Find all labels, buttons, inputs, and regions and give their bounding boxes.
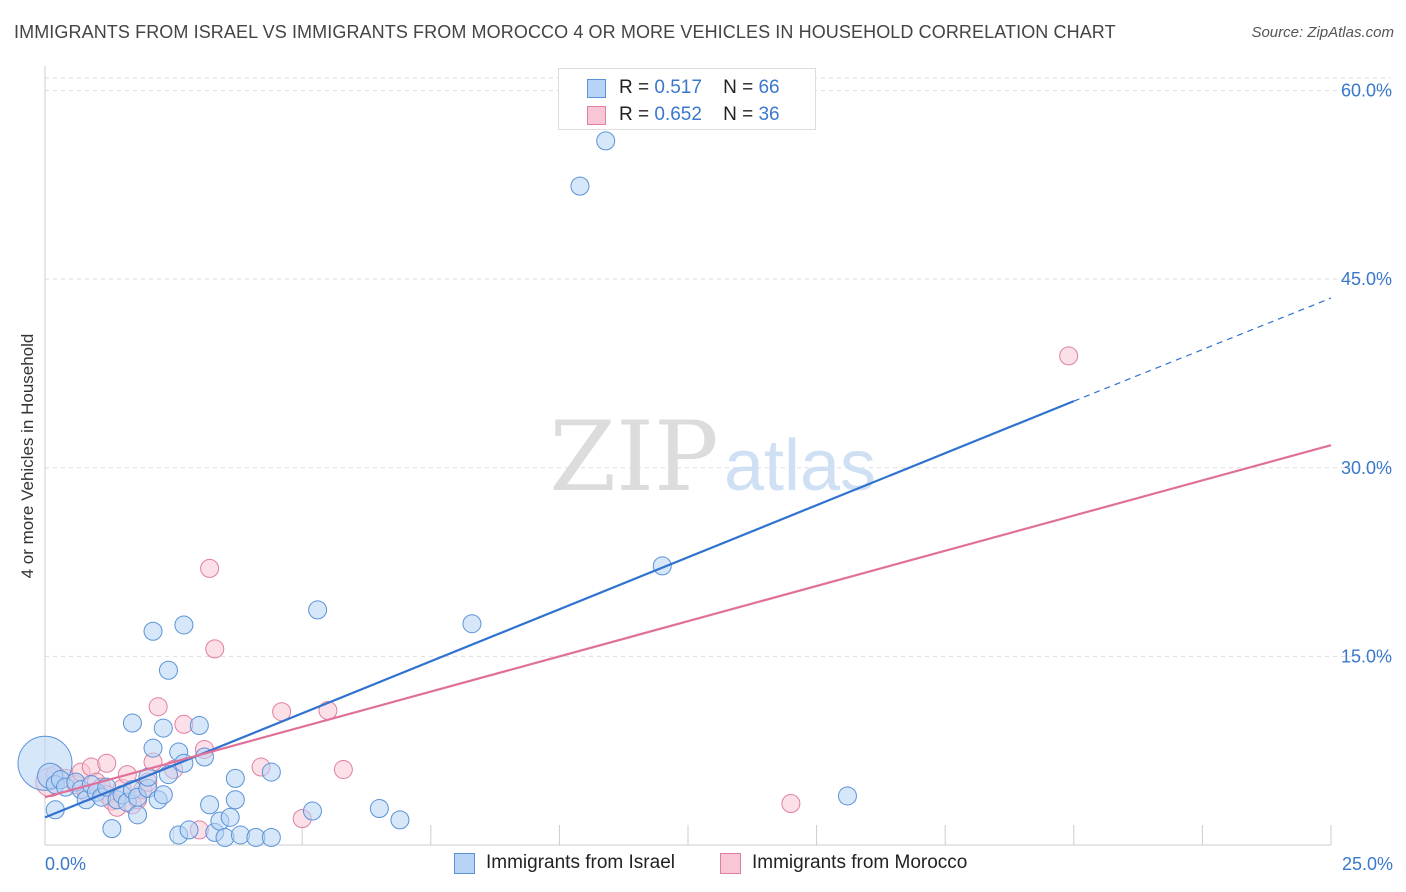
israel-point bbox=[153, 785, 173, 805]
morocco-point bbox=[148, 697, 168, 717]
israel-point bbox=[179, 820, 199, 840]
stats-legend: R = 0.517 N = 66 R = 0.652 N = 36 bbox=[558, 68, 816, 130]
israel-point bbox=[174, 615, 194, 635]
israel-point bbox=[102, 819, 122, 839]
israel-point bbox=[369, 799, 389, 819]
morocco-point bbox=[781, 794, 801, 814]
legend-n-value-israel: 66 bbox=[758, 77, 780, 98]
israel-point bbox=[308, 600, 328, 620]
chart-title: IMMIGRANTS FROM ISRAEL VS IMMIGRANTS FRO… bbox=[14, 22, 1116, 42]
watermark: ZIP atlas bbox=[549, 401, 876, 513]
morocco-point bbox=[318, 700, 338, 720]
israel-point bbox=[570, 176, 590, 196]
morocco-point bbox=[97, 753, 117, 773]
israel-point bbox=[200, 795, 220, 815]
legend-r-label: R = bbox=[619, 104, 650, 125]
y-tick-label: 15.0% bbox=[1341, 646, 1392, 666]
grid-lines bbox=[45, 77, 1391, 657]
bottom-legend-swatch-morocco bbox=[720, 853, 741, 874]
israel-point bbox=[837, 786, 857, 806]
morocco-point bbox=[200, 558, 220, 578]
morocco-point bbox=[333, 760, 353, 780]
israel-point bbox=[122, 713, 142, 733]
israel-point bbox=[462, 614, 482, 634]
source-label: Source: ZipAtlas.com bbox=[1251, 24, 1394, 41]
israel-point bbox=[261, 762, 281, 782]
y-tick-label: 60.0% bbox=[1341, 81, 1392, 101]
x-tick-label-min: 0.0% bbox=[45, 854, 86, 874]
legend-r-value-morocco: 0.652 bbox=[654, 104, 702, 125]
israel-point bbox=[128, 805, 148, 825]
legend-swatch-israel bbox=[587, 79, 606, 98]
israel-point bbox=[225, 768, 245, 788]
series-israel-points bbox=[17, 131, 857, 847]
y-tick-label: 30.0% bbox=[1341, 458, 1392, 478]
legend-n-label: N = bbox=[723, 104, 754, 125]
y-tick-label: 45.0% bbox=[1341, 269, 1392, 289]
legend-swatch-morocco bbox=[587, 106, 606, 125]
israel-trend-line bbox=[44, 400, 1075, 819]
legend-n-value-morocco: 36 bbox=[758, 104, 780, 125]
israel-point bbox=[261, 827, 281, 847]
watermark-zip: ZIP bbox=[549, 401, 718, 513]
legend-n-label: N = bbox=[723, 77, 754, 98]
legend-text-morocco: R = 0.652 N = 36 bbox=[619, 104, 780, 126]
israel-point bbox=[143, 738, 163, 758]
bottom-legend-label-israel: Immigrants from Israel bbox=[486, 852, 675, 873]
x-tick-label-max: 25.0% bbox=[1342, 854, 1393, 874]
legend-r-value-israel: 0.517 bbox=[654, 77, 702, 98]
israel-point bbox=[302, 801, 322, 821]
bottom-legend-swatch-israel bbox=[454, 853, 475, 874]
israel-point bbox=[153, 718, 173, 738]
morocco-point bbox=[1059, 346, 1079, 366]
israel-point bbox=[158, 660, 178, 680]
israel-point bbox=[143, 621, 163, 641]
watermark-atlas: atlas bbox=[724, 426, 876, 506]
israel-trend-extension bbox=[1073, 297, 1332, 402]
tick-labels: 15.0% 30.0% 45.0% 60.0% 0.0% 25.0% bbox=[45, 81, 1393, 874]
bottom-legend-label-morocco: Immigrants from Morocco bbox=[752, 852, 968, 873]
israel-point bbox=[220, 807, 240, 827]
legend-r-label: R = bbox=[619, 77, 650, 98]
morocco-point bbox=[205, 639, 225, 659]
morocco-trend-line bbox=[44, 444, 1332, 799]
trend-lines bbox=[44, 297, 1332, 819]
israel-point bbox=[596, 131, 616, 151]
israel-point bbox=[225, 790, 245, 810]
israel-point bbox=[390, 810, 410, 830]
israel-point bbox=[189, 716, 209, 736]
legend-text-israel: R = 0.517 N = 66 bbox=[619, 77, 780, 99]
